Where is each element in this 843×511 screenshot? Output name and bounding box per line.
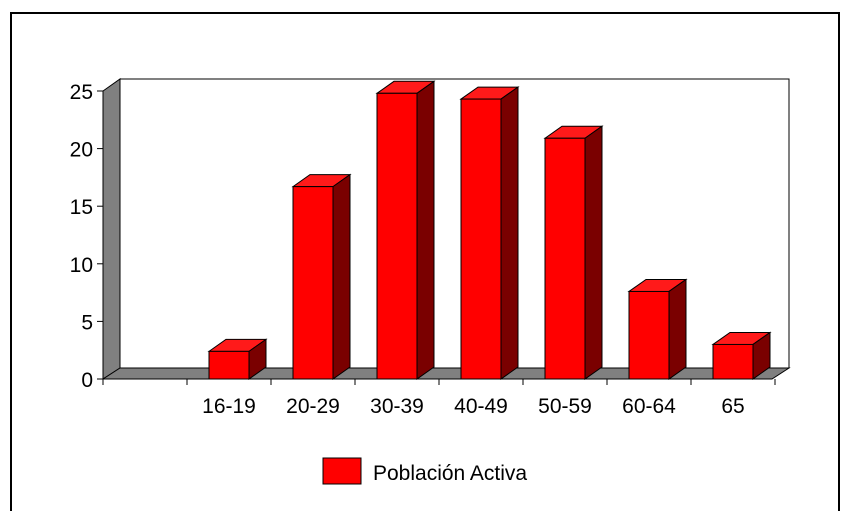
x-tick-label: 65 [721,395,744,418]
y-tick-label: 25 [70,81,93,104]
legend: Población Activa [322,457,527,485]
bar-series [207,80,772,380]
x-axis: 16-19 20-29 30-39 40-49 50-59 60-64 65 [102,378,776,418]
bar [627,278,688,380]
back-wall [119,78,790,369]
bar-side-face [668,278,687,380]
bar-side-face [416,80,435,380]
bar-front-face [208,350,250,380]
y-tick-label: 20 [70,139,93,162]
bar-side-face [584,125,603,380]
bar-front-face [628,290,670,380]
x-tick-label: 50-59 [538,395,592,418]
y-tick-label: 5 [81,311,93,334]
x-tick-label: 20-29 [286,395,340,418]
x-tick-label: 60-64 [622,395,676,418]
bar [291,173,352,380]
y-axis: 0 5 10 15 20 25 [70,81,104,392]
bar-front-face [712,343,754,380]
bar-front-face [544,137,586,380]
y-tick-label: 0 [81,369,93,392]
y-tick-label: 15 [70,196,93,219]
y-tick-label: 10 [70,254,93,277]
x-tick-label: 30-39 [370,395,424,418]
bar-front-face [376,92,418,380]
bar-front-face [460,98,502,380]
x-tick-label: 40-49 [454,395,508,418]
bar [711,331,772,380]
x-tick-label: 16-19 [202,395,256,418]
bar [375,80,436,380]
bar-side-face [500,86,519,380]
legend-label: Población Activa [373,462,527,485]
bar [543,125,604,380]
legend-swatch [322,457,362,485]
bar [459,86,520,380]
plot-area [101,78,791,380]
bar [207,338,268,380]
left-wall [102,78,121,380]
bar-side-face [332,173,351,380]
bar-front-face [292,186,334,380]
floor [101,367,791,380]
